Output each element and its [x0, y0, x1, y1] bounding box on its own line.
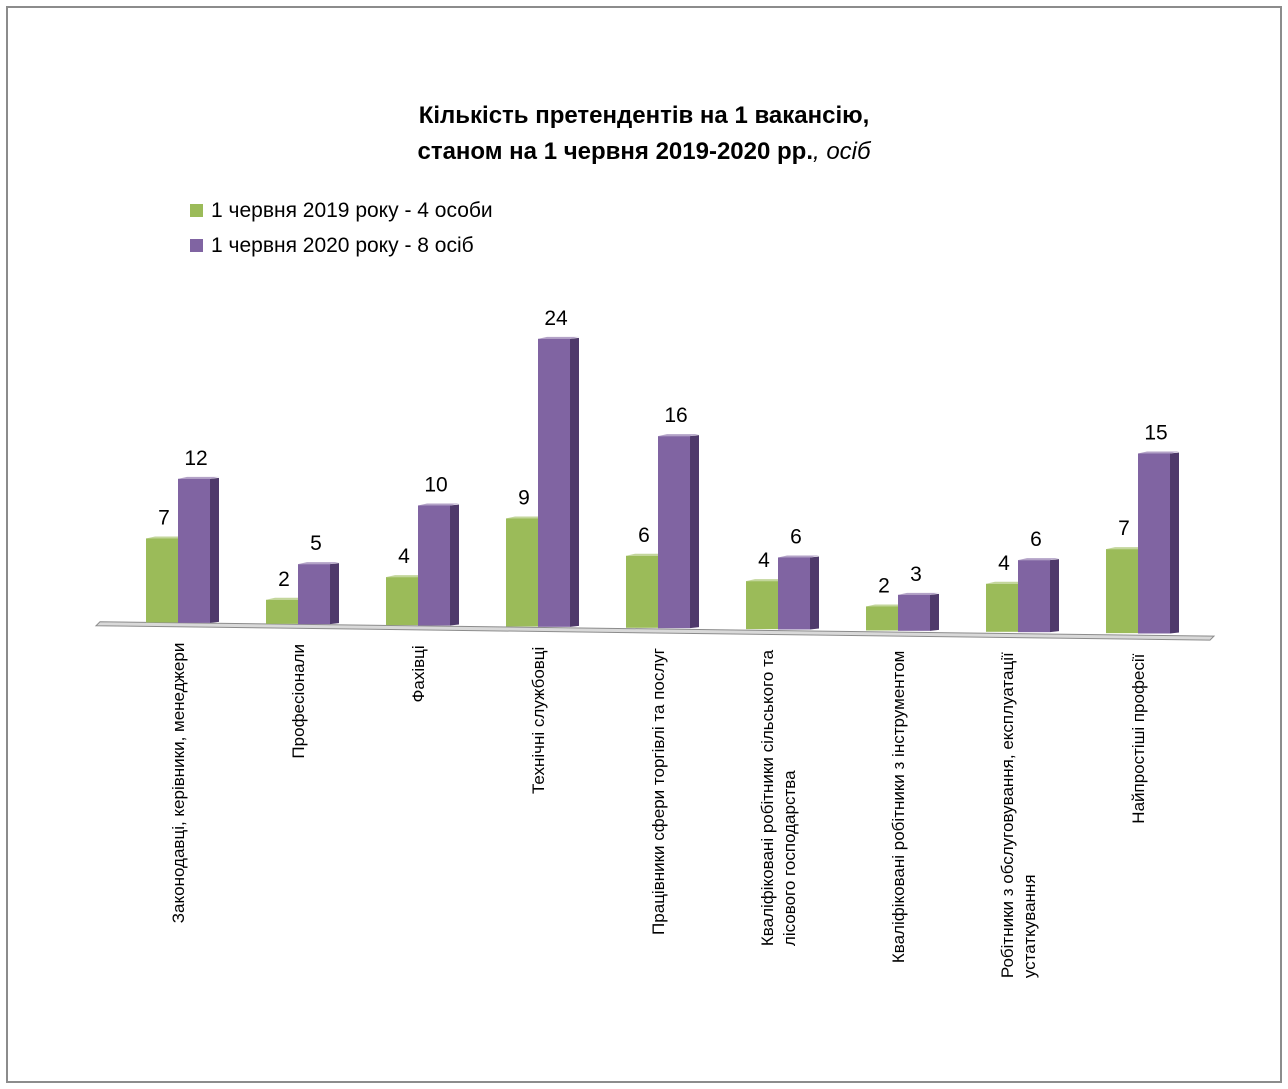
- bar-top-0-7: [986, 581, 1027, 584]
- data-label-1-6: 3: [910, 563, 922, 586]
- chart-floor: [94, 621, 1216, 641]
- legend-item-2020: 1 червня 2020 року - 8 осіб: [190, 228, 493, 263]
- x-tick-label-2: Фахівці: [409, 645, 428, 702]
- chart-title-unit: , осіб: [813, 138, 871, 165]
- bar-1-2: [418, 505, 450, 626]
- bar-top-1-6: [898, 592, 939, 595]
- x-tick-label-line: Найпростіші професії: [1129, 653, 1148, 823]
- bar-top-1-0: [178, 476, 219, 479]
- x-tick-label-line: Технічні службовці: [529, 647, 548, 794]
- x-tick-label-1: Професіонали: [289, 644, 308, 759]
- bar-side-1-8: [1170, 452, 1179, 634]
- data-label-1-1: 5: [310, 532, 322, 555]
- data-label-1-8: 15: [1144, 421, 1167, 444]
- x-tick-label-line: Робітники з обслуговування, експлуатації: [998, 652, 1017, 978]
- bar-top-0-8: [1106, 547, 1147, 550]
- bar-side-1-2: [450, 504, 459, 626]
- data-label-0-0: 7: [158, 506, 170, 529]
- bar-1-6: [898, 594, 930, 631]
- chart-title-line-2: станом на 1 червня 2019-2020 рр., осіб: [0, 134, 1288, 170]
- x-tick-label-line: лісового господарства: [780, 770, 799, 946]
- bar-top-0-5: [746, 579, 787, 582]
- x-tick-label-line: Фахівці: [409, 645, 428, 702]
- x-tick-label-line: Кваліфіковані робітники сільського та: [758, 649, 777, 946]
- bar-top-1-8: [1138, 451, 1179, 454]
- bar-top-1-1: [298, 562, 339, 565]
- legend-item-2019: 1 червня 2019 року - 4 особи: [190, 193, 493, 228]
- x-tick-label-line: Законодавці, керівники, менеджери: [169, 643, 188, 924]
- bar-top-1-5: [778, 555, 819, 558]
- bar-0-0: [146, 538, 178, 623]
- bar-top-1-3: [538, 336, 579, 339]
- data-label-1-7: 6: [1030, 528, 1042, 551]
- data-label-1-3: 24: [544, 307, 568, 330]
- bar-1-4: [658, 436, 690, 629]
- bar-side-1-6: [930, 593, 939, 631]
- x-tick-label-3: Технічні службовці: [529, 647, 548, 794]
- data-label-1-2: 10: [424, 473, 447, 496]
- bar-side-1-0: [210, 477, 219, 623]
- x-tick-label-line: Професіонали: [289, 644, 308, 759]
- bar-0-8: [1106, 549, 1138, 634]
- bar-1-5: [778, 557, 810, 630]
- chart-title: Кількість претендентів на 1 вакансію, ст…: [0, 98, 1288, 170]
- data-label-0-8: 7: [1118, 517, 1130, 540]
- data-label-0-6: 2: [878, 574, 890, 597]
- bar-side-1-1: [330, 563, 339, 625]
- bar-0-6: [866, 606, 898, 631]
- data-label-1-5: 6: [790, 525, 802, 548]
- bar-top-0-1: [266, 597, 307, 600]
- bar-1-1: [298, 564, 330, 625]
- bar-0-3: [506, 518, 538, 627]
- bar-1-3: [538, 338, 570, 627]
- legend-swatch-2020: [190, 239, 203, 252]
- bar-top-1-4: [658, 434, 699, 437]
- bar-side-1-4: [690, 435, 699, 629]
- bar-0-2: [386, 577, 418, 626]
- data-label-0-2: 4: [398, 545, 410, 568]
- x-tick-label-7: Робітники з обслуговування, експлуатації…: [998, 652, 1039, 978]
- bar-0-1: [266, 599, 298, 624]
- data-label-0-4: 6: [638, 524, 650, 547]
- x-tick-label-line: устаткування: [1020, 874, 1039, 978]
- data-label-1-0: 12: [184, 447, 207, 470]
- bar-top-1-7: [1018, 558, 1059, 561]
- x-tick-label-0: Законодавці, керівники, менеджери: [169, 643, 188, 924]
- bar-top-0-0: [146, 536, 187, 539]
- data-label-0-7: 4: [998, 552, 1010, 575]
- x-tick-label-4: Працівники сфери торгівлі та послуг: [649, 648, 668, 935]
- bar-side-1-5: [810, 556, 819, 630]
- data-label-0-3: 9: [518, 486, 530, 509]
- data-label-1-4: 16: [664, 404, 687, 427]
- x-tick-label-line: Кваліфіковані робітники з інструментом: [889, 651, 908, 963]
- legend-label-2020: 1 червня 2020 року - 8 осіб: [211, 233, 474, 257]
- legend-swatch-2019: [190, 204, 203, 217]
- x-tick-label-line: Працівники сфери торгівлі та послуг: [649, 648, 668, 935]
- chart-legend: 1 червня 2019 року - 4 особи 1 червня 20…: [190, 193, 493, 263]
- x-tick-label-8: Найпростіші професії: [1129, 653, 1148, 823]
- legend-label-2019: 1 червня 2019 року - 4 особи: [211, 198, 493, 222]
- bar-1-0: [178, 478, 210, 623]
- data-label-0-1: 2: [278, 568, 290, 591]
- x-tick-label-6: Кваліфіковані робітники з інструментом: [889, 651, 908, 963]
- bar-0-4: [626, 555, 658, 628]
- chart-title-period: станом на 1 червня 2019-2020 рр.: [417, 138, 813, 165]
- bar-1-7: [1018, 560, 1050, 633]
- chart-title-line-1: Кількість претендентів на 1 вакансію,: [418, 102, 870, 129]
- bar-0-7: [986, 583, 1018, 632]
- bar-top-0-4: [626, 553, 667, 556]
- bar-top-0-6: [866, 604, 907, 607]
- bar-side-1-3: [570, 337, 579, 627]
- bar-side-1-7: [1050, 559, 1059, 633]
- bar-top-0-2: [386, 575, 427, 578]
- bar-0-5: [746, 581, 778, 630]
- x-tick-label-5: Кваліфіковані робітники сільського та ліс…: [758, 649, 799, 946]
- bar-1-8: [1138, 453, 1170, 634]
- bar-top-0-3: [506, 516, 547, 519]
- bar-top-1-2: [418, 503, 459, 506]
- data-label-0-5: 4: [758, 549, 770, 572]
